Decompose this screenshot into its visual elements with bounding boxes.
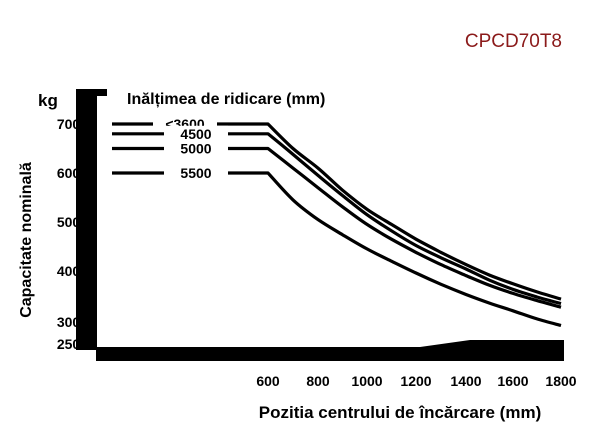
series-label: 5000 xyxy=(180,141,211,157)
y-unit-label: kg xyxy=(38,91,58,110)
x-tick-label: 1800 xyxy=(545,373,576,389)
series-line xyxy=(112,171,562,328)
y-tick-label: 2500 xyxy=(57,336,88,352)
x-tick-label: 800 xyxy=(306,373,330,389)
x-tick-label: 1400 xyxy=(450,373,481,389)
y-axis-title: Capacitate nominală xyxy=(18,162,35,318)
x-tick-label: 1000 xyxy=(351,373,382,389)
series-line xyxy=(112,132,562,306)
x-tick-group: 600 800 1000 1200 1400 1600 1800 xyxy=(256,373,576,389)
y-tick-label: 3000 xyxy=(57,314,88,330)
y-tick-label: 7000 xyxy=(57,116,88,132)
y-tick-group: 2500 3000 4000 5000 6000 7000 xyxy=(57,116,88,352)
x-tick-label: 600 xyxy=(256,373,280,389)
legend-title: Inălțimea de ridicare (mm) xyxy=(127,91,325,108)
series-label-background xyxy=(164,165,228,180)
model-name: CPCD70T8 xyxy=(465,31,562,52)
series-group xyxy=(112,122,562,328)
y-tick-label: 5000 xyxy=(57,214,88,230)
y-tick-label: 4000 xyxy=(57,263,88,279)
y-tick-label: 6000 xyxy=(57,165,88,181)
series-label-background xyxy=(164,125,228,141)
y-axis-bar xyxy=(76,89,107,350)
series-line xyxy=(112,146,562,309)
x-tick-label: 1600 xyxy=(497,373,528,389)
series-line xyxy=(112,122,562,301)
x-axis-title: Pozitia centrului de încărcare (mm) xyxy=(259,403,541,422)
x-tick-label: 1200 xyxy=(400,373,431,389)
x-axis-bar xyxy=(96,340,564,361)
series-label-background xyxy=(164,140,228,156)
series-label: 4500 xyxy=(180,126,211,142)
series-label: 5500 xyxy=(180,165,211,181)
